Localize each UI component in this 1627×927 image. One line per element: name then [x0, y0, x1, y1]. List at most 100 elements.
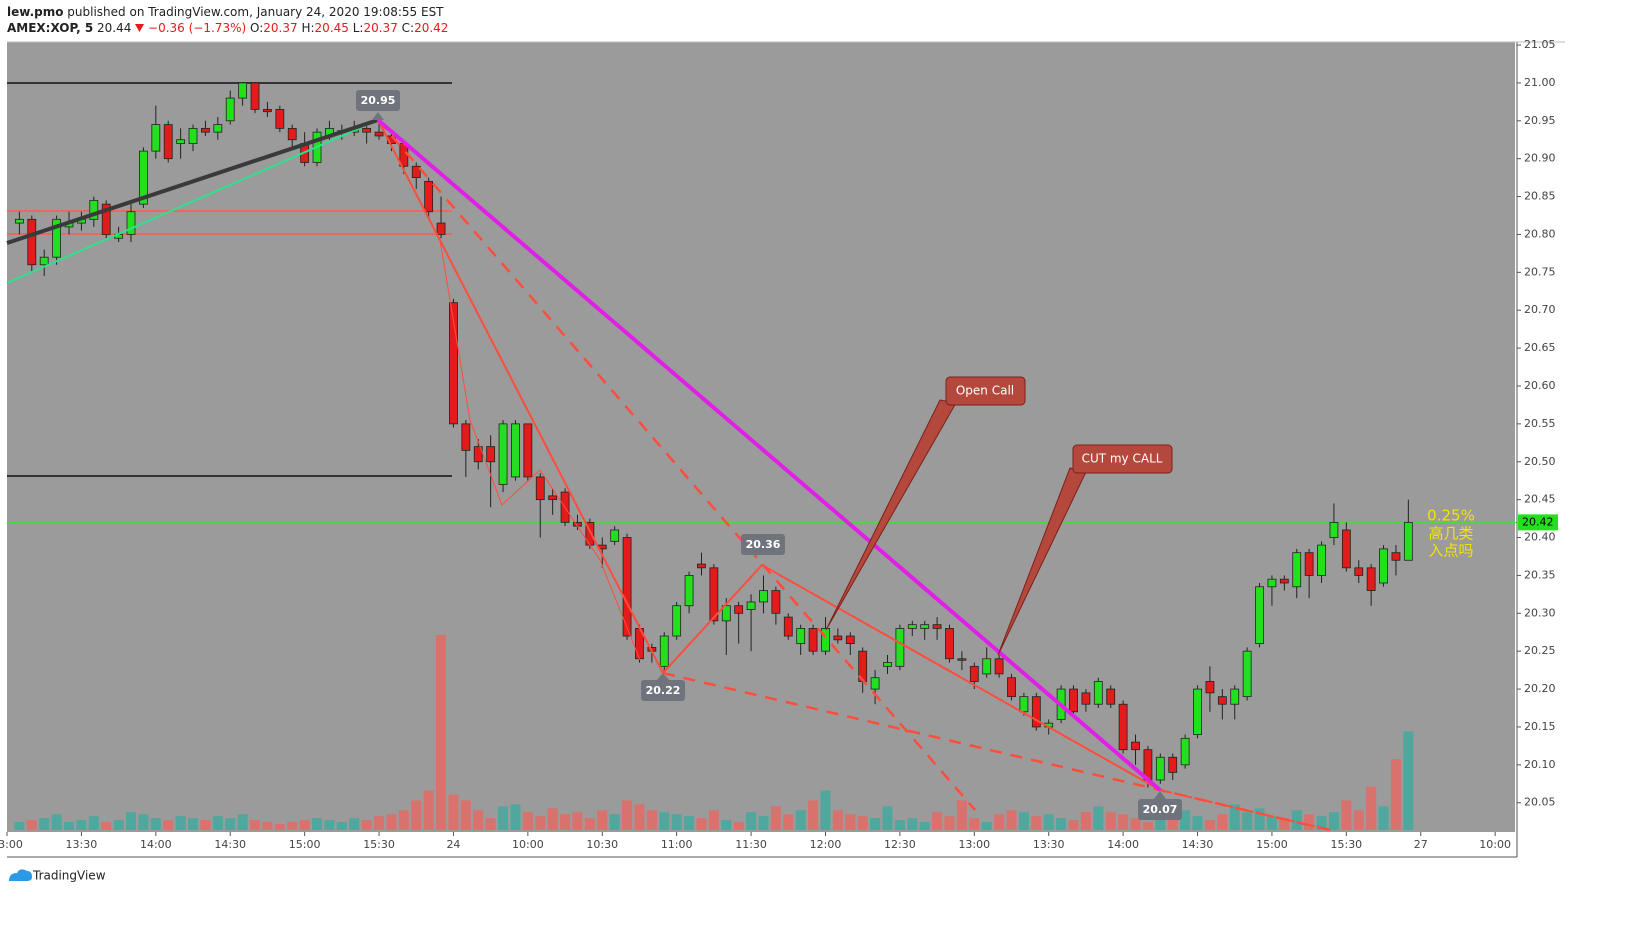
y-tick-label: 20.10	[1524, 758, 1556, 771]
callout-text: Open Call	[956, 384, 1014, 398]
candle-body	[684, 575, 694, 607]
volume-bar	[969, 818, 980, 830]
candle-body	[424, 181, 434, 213]
x-tick-label: 15:30	[363, 838, 395, 851]
candle-body	[1031, 696, 1041, 728]
candle-body	[746, 601, 756, 610]
volume-bar	[200, 820, 211, 830]
candle-body	[1168, 756, 1178, 773]
ohlc-value: 20.45	[314, 21, 349, 35]
note-text: 高几类	[1428, 525, 1473, 543]
volume-bar	[1341, 800, 1352, 830]
callout-box	[945, 376, 1026, 406]
candle-body	[275, 109, 285, 129]
volume-bar	[1304, 814, 1315, 830]
published: published on TradingView.com, January 24…	[67, 5, 444, 19]
ohlc-label: L:	[352, 21, 364, 35]
volume-bar	[783, 814, 794, 830]
y-tick-label: 20.50	[1524, 455, 1556, 468]
volume-bar	[572, 812, 583, 830]
volume-bar	[287, 822, 298, 830]
volume-bar	[1056, 818, 1067, 830]
volume-bar	[560, 814, 571, 830]
ohlc-value: 20.42	[414, 21, 449, 35]
y-tick-label: 20.65	[1524, 341, 1556, 354]
candle-body	[796, 628, 806, 645]
candle-body	[89, 199, 99, 220]
x-tick-label: 14:30	[1182, 838, 1214, 851]
brand-logo: TradingView	[9, 869, 106, 883]
candle-body	[27, 218, 37, 266]
trend-line	[6, 119, 379, 284]
candle-body	[1403, 521, 1413, 561]
volume-bar	[981, 822, 992, 830]
volume-bar	[299, 820, 310, 830]
volume-bar	[547, 808, 558, 830]
x-tick-label: 14:00	[1107, 838, 1139, 851]
candle-body	[1007, 677, 1016, 698]
y-tick-label: 20.05	[1524, 796, 1556, 809]
candle-body	[250, 82, 260, 110]
candle-body	[213, 124, 223, 133]
candle-body	[709, 567, 719, 622]
header: lew.pmo published on TradingView.com, Ja…	[7, 4, 448, 36]
volume-bar	[659, 812, 670, 830]
candle-body	[1317, 544, 1326, 576]
volume-bar	[1093, 806, 1104, 830]
volume-bar	[460, 800, 471, 830]
candle-body	[126, 211, 136, 235]
candle-body	[945, 628, 954, 660]
trend-line	[376, 118, 1162, 792]
y-tick-label: 20.35	[1524, 568, 1556, 581]
volume-bar	[374, 816, 385, 830]
volume-bar	[808, 800, 819, 830]
x-tick-label: 15:00	[289, 838, 321, 851]
volume-bar	[163, 820, 174, 830]
volume-bar	[535, 816, 546, 830]
callout-box	[1072, 444, 1173, 474]
volume-bar	[1031, 816, 1042, 830]
brand-text: TradingView	[32, 869, 106, 883]
volume-bar	[324, 820, 335, 830]
x-tick-label: 10:30	[586, 838, 618, 851]
y-tick-label: 20.40	[1524, 531, 1556, 544]
candle-body	[1279, 578, 1289, 584]
volume-bar	[473, 810, 484, 830]
candle-body	[139, 150, 148, 205]
volume-bar	[622, 800, 633, 830]
y-tick-label: 20.90	[1524, 152, 1556, 165]
volume-bar	[733, 822, 744, 830]
candle-body	[1242, 650, 1252, 698]
candle-body	[1329, 521, 1339, 538]
pivot-box	[356, 90, 400, 111]
plot-background	[7, 42, 1515, 832]
drawings: 20.95 20.36 20.22 20.07 Open Call CUT my…	[6, 90, 1475, 832]
x-tick-label: 13:00	[958, 838, 990, 851]
volume-bar	[250, 820, 261, 830]
volume-bar	[646, 810, 657, 830]
symbol: AMEX:XOP, 5	[7, 21, 94, 35]
candle-body	[548, 495, 558, 501]
volume-bar	[150, 818, 161, 830]
volume-bar	[1366, 786, 1377, 830]
volume-bar	[1180, 810, 1191, 830]
volume-bar	[1353, 810, 1364, 830]
last-price-label: 20.42	[1522, 515, 1554, 528]
volume-bar	[436, 634, 447, 830]
volume-bar	[1266, 816, 1277, 830]
volume-bar	[597, 810, 608, 830]
y-tick-label: 20.45	[1524, 493, 1556, 506]
volume-bar	[349, 818, 360, 830]
volume-bar	[411, 800, 422, 830]
candle-body	[734, 605, 744, 614]
x-tick-label: 14:30	[214, 838, 246, 851]
x-tick-label: 10:00	[1479, 838, 1511, 851]
y-tick-label: 20.55	[1524, 417, 1556, 430]
volume-bar	[1155, 816, 1166, 830]
volume-bar	[1043, 814, 1054, 830]
drawings	[7, 82, 452, 477]
x-tick-label: 11:00	[661, 838, 693, 851]
candle-body	[163, 124, 173, 160]
candle-body	[449, 302, 458, 425]
